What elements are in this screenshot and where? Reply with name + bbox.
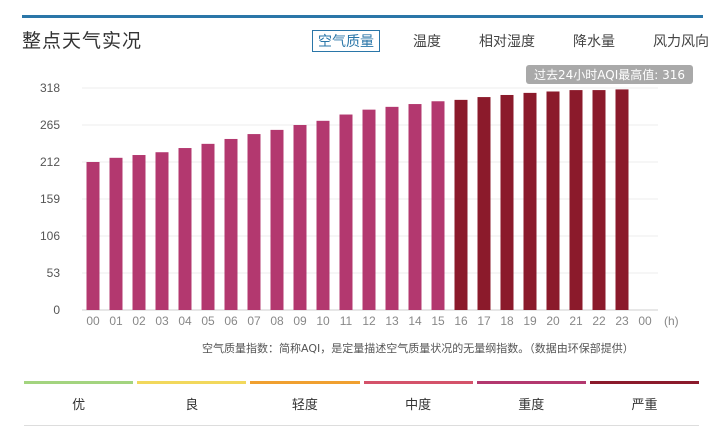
bar — [293, 125, 307, 310]
legend-label: 中度 — [405, 398, 432, 413]
x-axis-unit: (h) — [664, 314, 679, 328]
aqi-bar-chart: 0 53 106 159 212 265 318 00 01 02 03 04 05 06 07 08 09 1… — [40, 81, 679, 328]
tab-wind[interactable]: 风力风向 — [653, 34, 708, 50]
x-tick-label: 22 — [592, 314, 606, 328]
x-tick-label: 20 — [546, 314, 560, 328]
y-axis: 0 53 106 159 212 265 318 — [40, 81, 60, 317]
x-tick-label: 14 — [408, 314, 422, 328]
legend-label: 重度 — [518, 398, 545, 413]
bar — [408, 104, 422, 310]
aqi-legend: 优 良 轻度 中度 重度 严重 — [24, 381, 700, 413]
chart-bars — [86, 89, 629, 311]
bar — [523, 92, 537, 310]
y-tick-label: 212 — [40, 155, 60, 169]
panel-title: 整点天气实况 — [22, 30, 143, 52]
x-tick-label: 16 — [454, 314, 468, 328]
x-tick-label: 18 — [500, 314, 514, 328]
aqi-note: 空气质量指数：简称AQI，是定量描述空气质量状况的无量纲指数。（数据由环保部提供… — [202, 342, 634, 355]
bar — [592, 90, 606, 311]
bar — [569, 90, 583, 311]
tab-air-quality[interactable]: 空气质量 — [312, 30, 380, 52]
bar — [385, 106, 399, 310]
x-axis: 00 01 02 03 04 05 06 07 08 09 10 11 12 13 14 15 16 17 18 19… — [86, 314, 678, 328]
legend-label: 良 — [185, 398, 199, 413]
legend-swatch — [363, 381, 473, 384]
legend-item-light: 轻度 — [250, 381, 360, 413]
top-divider — [22, 15, 703, 18]
x-tick-label: 23 — [615, 314, 629, 328]
legend-swatch — [250, 381, 360, 384]
bottom-divider — [24, 425, 699, 426]
bar — [431, 101, 445, 310]
legend-label: 优 — [72, 398, 86, 413]
x-tick-label: 04 — [178, 314, 192, 328]
bar — [454, 99, 468, 311]
bar — [178, 148, 192, 310]
legend-swatch — [24, 381, 134, 384]
x-tick-label: 06 — [224, 314, 238, 328]
x-tick-label: 00 — [86, 314, 100, 328]
x-tick-label: 10 — [316, 314, 330, 328]
legend-swatch — [589, 381, 700, 384]
bar — [155, 152, 169, 310]
legend-swatch — [476, 381, 586, 384]
bar — [546, 91, 560, 310]
x-tick-label: 00 — [638, 314, 652, 328]
x-tick-label: 03 — [155, 314, 169, 328]
bar — [109, 157, 123, 310]
tab-precipitation[interactable]: 降水量 — [573, 34, 615, 50]
y-tick-label: 159 — [40, 192, 60, 206]
legend-item-moderate: 中度 — [363, 381, 473, 413]
x-tick-label: 15 — [431, 314, 445, 328]
bar — [132, 155, 146, 310]
x-tick-label: 19 — [523, 314, 537, 328]
y-tick-label: 0 — [53, 303, 60, 317]
bar — [270, 129, 284, 310]
bar — [500, 94, 514, 310]
x-tick-label: 17 — [477, 314, 491, 328]
x-tick-label: 12 — [362, 314, 376, 328]
bar — [224, 138, 238, 310]
y-tick-label: 318 — [40, 81, 60, 95]
y-tick-label: 265 — [40, 118, 60, 132]
bar — [201, 143, 215, 310]
bar — [362, 109, 376, 310]
max-aqi-badge: 过去24小时AQI最高值: 316 — [525, 65, 693, 84]
bar — [316, 120, 330, 311]
legend-label: 轻度 — [291, 398, 318, 413]
bar — [339, 114, 353, 310]
x-tick-label: 08 — [270, 314, 284, 328]
legend-label: 严重 — [631, 398, 658, 413]
x-tick-label: 13 — [385, 314, 399, 328]
legend-item-severe: 严重 — [589, 381, 700, 413]
x-tick-label: 05 — [201, 314, 215, 328]
x-tick-label: 02 — [132, 314, 146, 328]
x-tick-label: 01 — [109, 314, 123, 328]
tab-temperature[interactable]: 温度 — [413, 34, 441, 50]
x-tick-label: 11 — [340, 314, 353, 328]
legend-item-good: 良 — [137, 381, 247, 413]
bar — [86, 162, 100, 310]
bar — [615, 89, 629, 310]
legend-swatch — [137, 381, 247, 384]
x-tick-label: 21 — [569, 314, 583, 328]
x-tick-label: 09 — [293, 314, 307, 328]
y-tick-label: 106 — [40, 229, 60, 243]
legend-item-excellent: 优 — [24, 381, 134, 413]
legend-item-heavy: 重度 — [476, 381, 586, 413]
x-tick-label: 07 — [247, 314, 261, 328]
tab-humidity[interactable]: 相对湿度 — [479, 34, 535, 50]
bar — [477, 97, 491, 310]
tab-bar: 空气质量 温度 相对湿度 降水量 风力风向 — [312, 30, 708, 52]
bar — [247, 134, 261, 310]
y-tick-label: 53 — [47, 266, 61, 280]
